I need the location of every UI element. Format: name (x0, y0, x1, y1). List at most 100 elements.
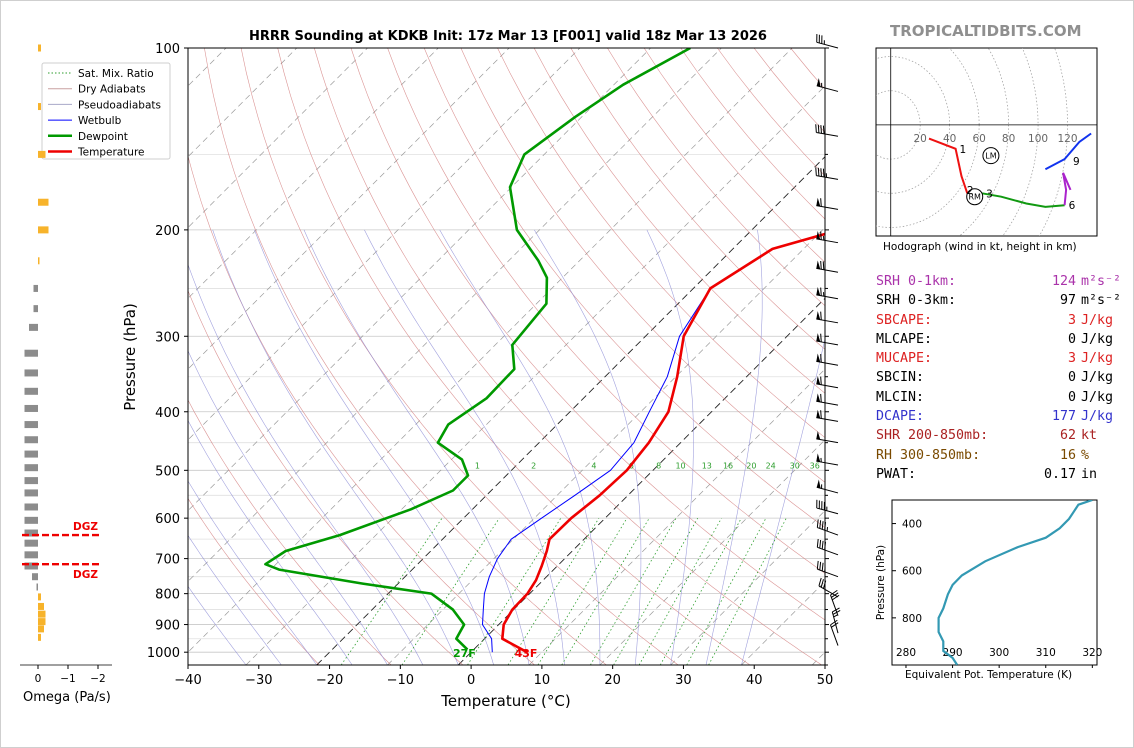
wind-barb (816, 311, 839, 324)
omega-bar (38, 44, 41, 52)
barb-full (820, 579, 824, 588)
barb-flag (816, 430, 821, 440)
barb-full (815, 167, 817, 176)
hodograph-segment (981, 192, 1065, 208)
barb-flag (816, 393, 821, 402)
barb-full (821, 521, 824, 530)
wind-barb (831, 607, 841, 634)
dry-adiabat (314, 48, 822, 665)
omega-bar (24, 387, 38, 395)
barb-shaft (817, 527, 839, 536)
dry-adiabat (188, 399, 392, 665)
omega-bar (24, 503, 38, 511)
wind-barb (816, 393, 839, 406)
pseudo-adiabat (364, 229, 565, 665)
x-tick-label: −30 (245, 673, 272, 688)
mixing-ratio-label: 13 (702, 461, 712, 470)
barb-full (820, 333, 822, 342)
pseudo-adiabat (534, 229, 642, 665)
pseudo-adiabat (188, 349, 388, 665)
dry-adiabat (460, 48, 825, 483)
barb-flag (816, 453, 821, 462)
barb-full (824, 541, 827, 551)
barb-full (820, 231, 822, 240)
wind-barb (816, 353, 839, 366)
x-tick-label: 0 (467, 673, 475, 688)
param-value: 0 (1067, 370, 1076, 386)
mixing-ratio-label: 24 (766, 461, 776, 470)
pseudo-adiabat (188, 263, 424, 665)
param-unit: m²s⁻² (1081, 293, 1122, 309)
y-tick-label: 300 (155, 330, 180, 345)
wind-barb (816, 34, 839, 49)
skewt-ylabel: Pressure (hPa) (121, 303, 139, 411)
omega-bar (24, 539, 38, 547)
barb-shaft (816, 85, 839, 92)
barb-shaft (816, 205, 839, 210)
param-label: SRH 0-1km: (876, 274, 957, 289)
param-value: 3 (1067, 312, 1076, 328)
mixing-ratio-line (708, 518, 787, 665)
legend-entry: Dry Adiabats (78, 84, 146, 96)
barb-flag (816, 230, 821, 240)
pseudo-adiabat (439, 229, 601, 665)
hodograph-height-label: 9 (1073, 156, 1080, 168)
isotherm (387, 227, 825, 665)
barb-full (820, 354, 822, 363)
x-tick-label: −10 (387, 673, 414, 688)
dry-adiabat (387, 48, 825, 574)
hodograph-height-label: 3 (986, 188, 993, 200)
omega-bar (38, 625, 44, 633)
param-label: SBCAPE: (876, 312, 933, 328)
dewpoint-line (264, 48, 691, 651)
barb-shaft (817, 568, 839, 578)
hodograph-height-label: 1 (960, 144, 967, 156)
pseudo-adiabat (705, 229, 763, 665)
hodograph-caption: Hodograph (wind in kt, height in km) (883, 241, 1077, 253)
y-tick-label: 600 (155, 512, 180, 527)
barb-full (816, 519, 819, 528)
theta-e-panel: 280 290 300 310 320 400 600 800 Pressure (hPa) (875, 499, 1102, 668)
param-value: 124 (1051, 274, 1076, 289)
param-row: SBCAPE: 3 J/kg (876, 311, 1121, 330)
pseudo-adiabat (188, 534, 282, 665)
dry-adiabat (240, 48, 679, 665)
param-label: MLCAPE: (876, 331, 933, 347)
y-tick-label: 100 (155, 42, 180, 57)
hodograph-marker (966, 188, 984, 206)
wind-barb (816, 499, 839, 515)
theta-e-x-tick-label: 300 (989, 647, 1009, 659)
wind-barb (816, 376, 839, 389)
barb-full (819, 520, 822, 529)
isotherm (599, 439, 825, 665)
y-tick-label: 500 (155, 464, 180, 479)
barb-full (816, 539, 819, 548)
wind-barb (816, 333, 839, 346)
omega-panel: 0 −1 −2 DGZ DGZ (20, 44, 112, 685)
isotherm (188, 48, 793, 653)
barb-full (832, 609, 841, 615)
legend-box (41, 62, 171, 160)
hodograph-segment (1062, 172, 1072, 206)
barb-flag (816, 409, 821, 419)
omega-bar (24, 516, 38, 524)
omega-bar (38, 150, 46, 158)
barb-full (820, 198, 822, 207)
theta-e-ylabel: Pressure (hPa) (875, 545, 887, 620)
pseudo-adiabat (254, 229, 494, 665)
y-tick-label: 200 (155, 224, 180, 239)
x-tick-label: 50 (817, 673, 834, 688)
skewt-legend: Sat. Mix. Ratio Dry Adiabats Pseudoadiabat… (41, 62, 171, 160)
hodograph-height-label: 2 (967, 185, 974, 197)
theta-e-x-tick-label: 290 (943, 647, 963, 659)
param-row: PWAT: 0.17 in (876, 465, 1121, 484)
wind-barb (816, 430, 839, 444)
omega-bar (33, 305, 38, 313)
param-unit: J/kg (1081, 409, 1114, 425)
param-label: SHR 200-850mb: (876, 428, 989, 444)
omega-bar (24, 551, 38, 559)
barb-full (820, 260, 822, 270)
barb-full (815, 124, 817, 133)
theta-e-y-tick-label: 400 (902, 519, 922, 531)
